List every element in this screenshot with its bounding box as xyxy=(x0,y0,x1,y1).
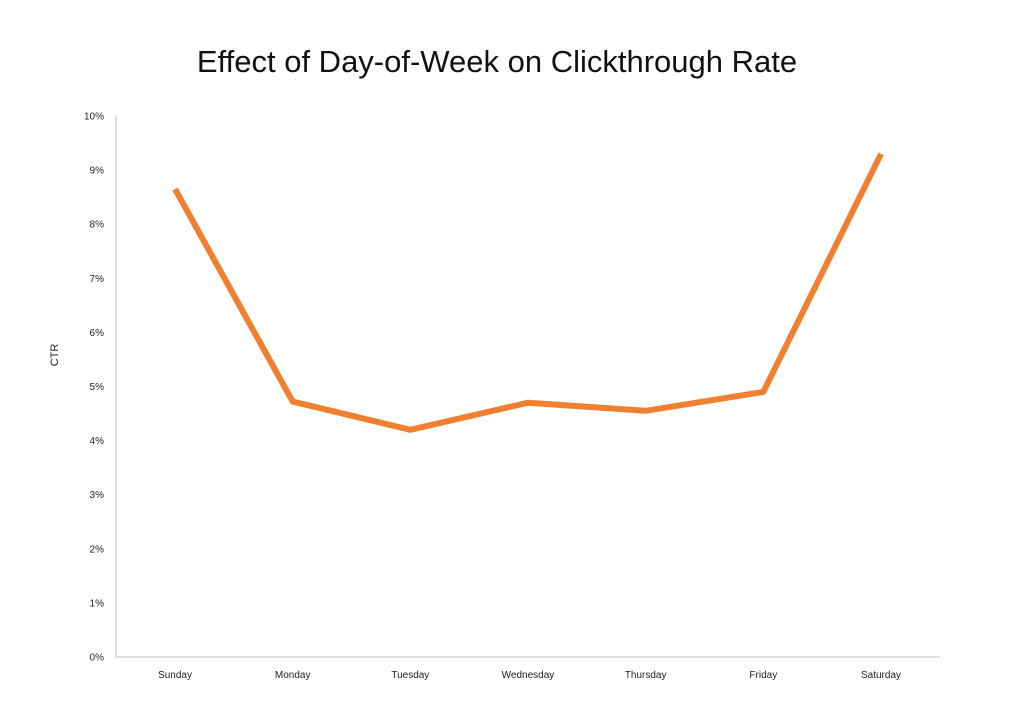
y-tick-label: 10% xyxy=(84,112,104,123)
chart-title: Effect of Day-of-Week on Clickthrough Ra… xyxy=(197,44,797,79)
y-tick-label: 0% xyxy=(90,653,105,664)
x-tick-label: Wednesday xyxy=(502,670,555,681)
y-tick-labels: 0% 1% 2% 3% 4% 5% 6% 7% 8% 9% 10% xyxy=(84,112,104,664)
y-tick-label: 2% xyxy=(90,544,105,555)
data-point xyxy=(172,186,178,192)
x-tick-label: Friday xyxy=(749,670,777,681)
x-tick-label: Monday xyxy=(275,670,311,681)
x-tick-label: Thursday xyxy=(625,670,667,681)
data-point xyxy=(525,400,531,406)
data-point xyxy=(643,408,649,414)
y-tick-label: 1% xyxy=(90,598,105,609)
y-tick-label: 4% xyxy=(90,436,105,447)
x-tick-label: Saturday xyxy=(861,670,901,681)
y-tick-label: 9% xyxy=(90,166,105,177)
series-layer xyxy=(172,151,884,433)
x-tick-label: Sunday xyxy=(158,670,192,681)
x-tick-label: Tuesday xyxy=(391,670,429,681)
y-tick-label: 5% xyxy=(90,382,105,393)
y-tick-label: 6% xyxy=(90,328,105,339)
data-point xyxy=(407,427,413,433)
data-point xyxy=(290,399,296,405)
data-point xyxy=(760,389,766,395)
data-point xyxy=(878,151,884,157)
x-tick-labels: Sunday Monday Tuesday Wednesday Thursday Frid… xyxy=(158,670,901,681)
series-line xyxy=(172,152,884,433)
y-tick-label: 8% xyxy=(90,220,105,231)
y-axis-label: CTR xyxy=(49,344,61,367)
y-tick-label: 7% xyxy=(90,274,105,285)
y-tick-label: 3% xyxy=(90,490,105,501)
